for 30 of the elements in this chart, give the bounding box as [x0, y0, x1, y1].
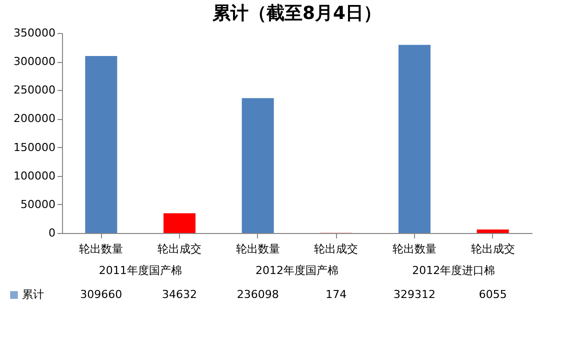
- bar: [164, 213, 196, 233]
- y-tick-label: 350000: [14, 26, 56, 40]
- bar: [476, 230, 509, 233]
- text: 2012年度进口棉: [412, 264, 496, 277]
- chart-title: 累计（截至8月4日）: [211, 3, 382, 24]
- data-label: 329312: [394, 288, 436, 301]
- y-tick-label: 300000: [14, 55, 56, 68]
- legend-label: 累计: [22, 288, 44, 301]
- y-tick-label: 50000: [20, 198, 56, 211]
- data-label: 34632: [162, 288, 197, 301]
- y-tick-label: 250000: [14, 84, 56, 97]
- x-tick-label: 轮出数量: [79, 242, 124, 256]
- y-tick-label: 100000: [14, 169, 56, 182]
- y-tick-label: 150000: [14, 140, 56, 154]
- text: 2011年度国产棉: [98, 264, 182, 277]
- x-tick-label: 轮出数量: [236, 242, 280, 256]
- bar: [398, 44, 430, 233]
- x-tick-label: 轮出数量: [392, 242, 436, 256]
- y-tick-label: 0: [48, 226, 56, 240]
- data-label: 6055: [478, 288, 507, 301]
- y-tick-label: 200000: [14, 112, 56, 126]
- bar: [85, 56, 118, 233]
- bar: [242, 98, 274, 233]
- x-tick-label: 轮出成交: [470, 242, 515, 256]
- x-tick-label: 轮出成交: [314, 242, 358, 256]
- text: 2012年度国产棉: [256, 264, 338, 277]
- data-label: 309660: [80, 288, 122, 301]
- data-label: 236098: [236, 288, 279, 301]
- data-label: 174: [326, 288, 347, 301]
- x-tick-label: 轮出成交: [158, 242, 202, 256]
